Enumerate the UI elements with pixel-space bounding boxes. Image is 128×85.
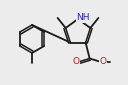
Text: NH: NH (76, 14, 90, 23)
Text: O: O (99, 57, 106, 66)
Text: O: O (73, 57, 80, 66)
